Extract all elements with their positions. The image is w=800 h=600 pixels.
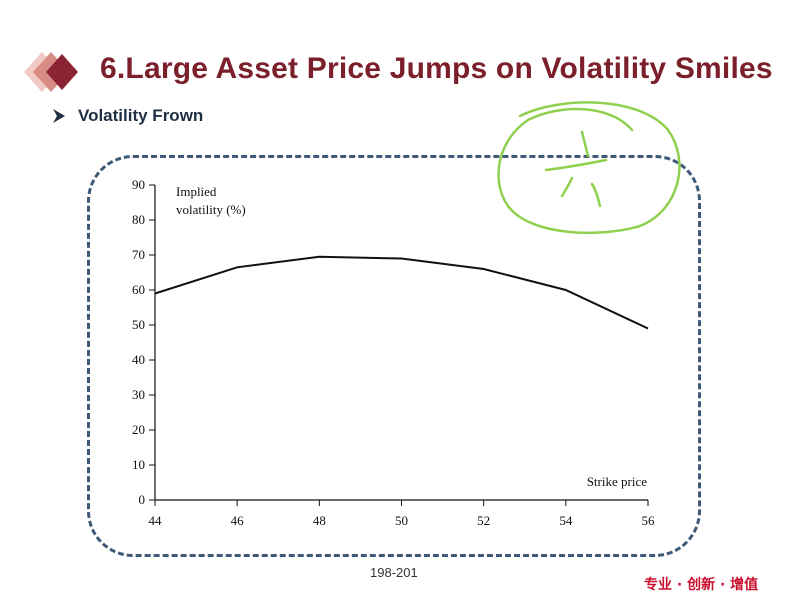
slide-title: 6.Large Asset Price Jumps on Volatility …: [100, 52, 773, 85]
y-tick-label: 90: [132, 177, 145, 192]
y-tick-label: 10: [132, 457, 145, 472]
x-tick-label: 52: [477, 513, 490, 528]
y-tick-label: 80: [132, 212, 145, 227]
x-tick-label: 44: [149, 513, 163, 528]
y-tick-label: 60: [132, 282, 145, 297]
bullet-text: Volatility Frown: [78, 106, 204, 125]
arrow-bullet-icon: [53, 109, 65, 123]
y-tick-label: 70: [132, 247, 145, 262]
dashed-highlight-frame: [87, 155, 701, 557]
x-tick-label: 54: [559, 513, 573, 528]
y-tick-label: 0: [139, 492, 146, 507]
y-axis-label-line1: Implied: [176, 184, 217, 199]
y-tick-label: 50: [132, 317, 145, 332]
diamond-logo-icon: [24, 52, 78, 92]
slogan-text: 专业 · 创新 · 增值: [644, 577, 759, 593]
x-axis-label: Strike price: [587, 474, 648, 489]
series-line: [154, 255, 649, 330]
y-tick-label: 20: [132, 422, 145, 437]
x-tick-label: 48: [313, 513, 326, 528]
x-tick-label: 56: [642, 513, 656, 528]
page-reference: 198-201: [370, 565, 418, 580]
title-row: 6.Large Asset Price Jumps on Volatility …: [20, 48, 780, 96]
y-tick-label: 30: [132, 387, 145, 402]
x-tick-label: 46: [231, 513, 245, 528]
y-tick-label: 40: [132, 352, 145, 367]
x-tick-label: 50: [395, 513, 408, 528]
y-axis-label-line2: volatility (%): [176, 202, 246, 217]
